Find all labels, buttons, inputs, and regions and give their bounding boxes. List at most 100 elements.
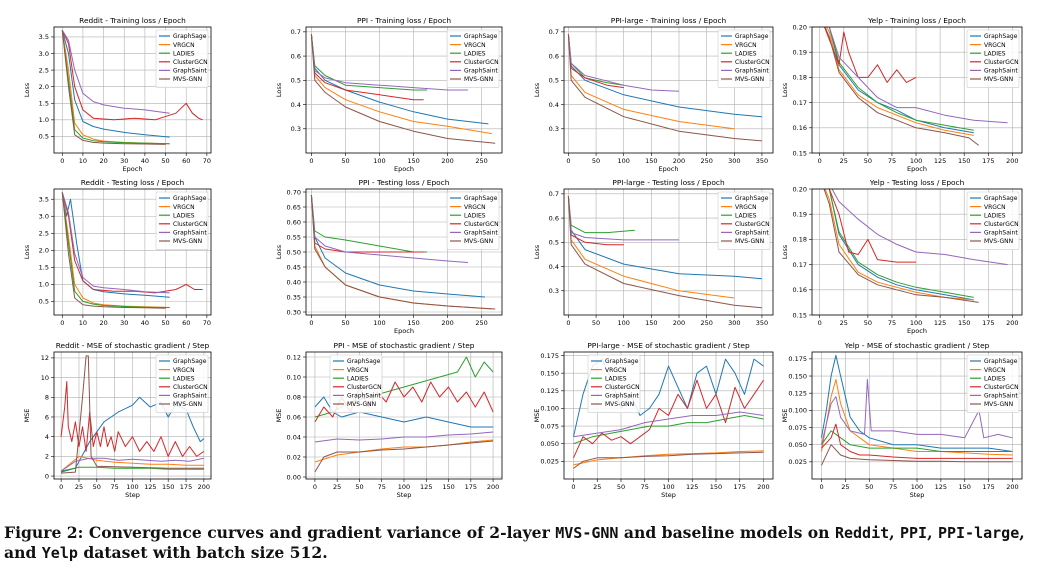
y-tick-label: 0.175: [540, 352, 559, 360]
y-tick-label: 0.025: [540, 458, 559, 466]
series-line-graphsaint: [310, 34, 468, 91]
y-tick-label: 3.0: [39, 50, 49, 58]
y-tick-label: 0.17: [793, 99, 807, 107]
series-line-vrgcn: [60, 455, 204, 472]
series-line-graphsaint: [60, 457, 205, 472]
series-line-graphsage: [61, 30, 170, 138]
x-tick-label: 0: [566, 319, 570, 327]
legend-entry: ClusterGCN: [173, 384, 208, 391]
y-tick-label: 0.04: [287, 433, 301, 441]
x-tick-label: 0: [309, 157, 313, 165]
y-tick-label: 0.18: [793, 74, 807, 82]
legend-entry: LADIES: [735, 212, 757, 219]
chart-panel-7: 0 50 100 150 200 250 300 350 0.3 0.4 0.5 0.6 0.7 PPI-…: [533, 178, 774, 327]
series-line-ladies: [61, 30, 170, 145]
caption-sep-2: ,: [927, 523, 938, 542]
y-tick-label: 0.075: [540, 422, 559, 430]
y-tick-label: 6: [45, 413, 49, 421]
chart-panel-12: 0 25 50 75 100 125 150 175 200 0.025 0.050 0.075 0.1…: [781, 341, 1023, 499]
x-tick-label: 100: [910, 157, 922, 165]
x-tick-label: 75: [641, 483, 649, 491]
chart-title: PPI-large - Training loss / Epoch: [611, 16, 727, 25]
legend-entry: MVS-GNN: [173, 238, 202, 245]
y-tick-label: 0.050: [540, 440, 559, 448]
y-tick-label: 0.4: [549, 101, 559, 109]
y-tick-label: 0.02: [287, 453, 301, 461]
series-line-graphsage: [61, 192, 170, 298]
series-line-mvs-gnn: [821, 444, 1013, 466]
plot-frame: [563, 188, 774, 316]
chart-panel-10: 0 25 50 75 100 125 150 175 200 0.00 0.02 0.04 0.06 0.…: [275, 341, 503, 499]
x-axis-label: Step: [910, 491, 925, 499]
caption-middle: and baseline models on: [618, 523, 835, 542]
y-tick-label: 3.5: [39, 196, 49, 204]
series-line-ladies: [567, 196, 635, 234]
y-tick-label: 0.40: [287, 278, 301, 286]
legend-entry: LADIES: [984, 50, 1006, 57]
y-tick-label: 0.08: [287, 393, 301, 401]
x-tick-label: 0: [571, 483, 575, 491]
y-tick-label: 2.0: [39, 83, 49, 91]
legend-entry: ClusterGCN: [984, 384, 1019, 391]
legend-entry: GraphSaint: [347, 393, 381, 400]
y-tick-label: 0.5: [291, 77, 301, 85]
x-tick-label: 175: [465, 483, 477, 491]
x-tick-label: 100: [910, 319, 922, 327]
legend-entry: ClusterGCN: [984, 59, 1019, 66]
x-tick-label: 75: [888, 157, 896, 165]
x-tick-label: 250: [475, 157, 487, 165]
x-tick-label: 125: [935, 483, 947, 491]
x-tick-label: 150: [407, 319, 419, 327]
series-line-mvs-gnn: [61, 30, 166, 145]
y-tick-label: 1.0: [39, 281, 49, 289]
y-tick-label: 3.5: [39, 33, 49, 41]
x-axis-label: Epoch: [394, 327, 414, 335]
legend-entry: GraphSaint: [735, 230, 769, 237]
x-tick-label: 70: [203, 157, 211, 165]
series-line-mvs-gnn: [61, 192, 166, 309]
x-tick-label: 50: [161, 157, 169, 165]
legend-entry: ClusterGCN: [735, 221, 770, 228]
legend-entry: VRGCN: [984, 204, 1006, 211]
y-tick-label: 0.4: [549, 263, 559, 271]
legend-entry: LADIES: [984, 375, 1006, 382]
plot-frame: [305, 351, 503, 480]
chart-panel-4: 0 25 50 75 100 125 150 175 200 0.15 0.16 0.17 0.18 0.…: [781, 16, 1023, 173]
plot-frame: [53, 351, 212, 480]
series-line-graphsaint: [831, 189, 1008, 266]
x-tick-label: 75: [889, 483, 897, 491]
chart-title: Yelp - MSE of stochastic gradient / Step: [844, 341, 990, 350]
legend-entry: VRGCN: [347, 367, 369, 374]
y-tick-label: 0.3: [549, 125, 559, 133]
legend-entry: VRGCN: [735, 42, 757, 49]
x-tick-label: 150: [958, 319, 970, 327]
legend-entry: ClusterGCN: [347, 384, 382, 391]
legend-entry: GraphSaint: [984, 230, 1018, 237]
series-line-mvs-gnn: [314, 440, 494, 473]
x-tick-label: 350: [756, 319, 768, 327]
legend-entry: MVS-GNN: [735, 238, 764, 245]
y-tick-label: 0.50: [287, 248, 301, 256]
y-tick-label: 0.15: [793, 311, 807, 319]
x-tick-label: 175: [982, 157, 994, 165]
legend-entry: VRGCN: [173, 367, 195, 374]
legend-entry: GraphSage: [347, 358, 381, 365]
legend-entry: LADIES: [984, 212, 1006, 219]
legend-entry: GraphSaint: [984, 393, 1018, 400]
caption-dataset-4: Yelp: [41, 544, 78, 562]
x-tick-label: 50: [617, 483, 625, 491]
legend-entry: ClusterGCN: [464, 221, 499, 228]
x-tick-label: 150: [442, 483, 454, 491]
y-tick-label: 0.16: [793, 286, 807, 294]
x-tick-label: 20: [99, 319, 107, 327]
series-line-mvs-gnn: [567, 34, 762, 142]
y-tick-label: 0.16: [793, 124, 807, 132]
x-tick-label: 200: [673, 319, 685, 327]
legend-entry: GraphSage: [173, 358, 207, 365]
x-tick-label: 200: [673, 157, 685, 165]
series-line-graphsaint: [61, 192, 170, 294]
